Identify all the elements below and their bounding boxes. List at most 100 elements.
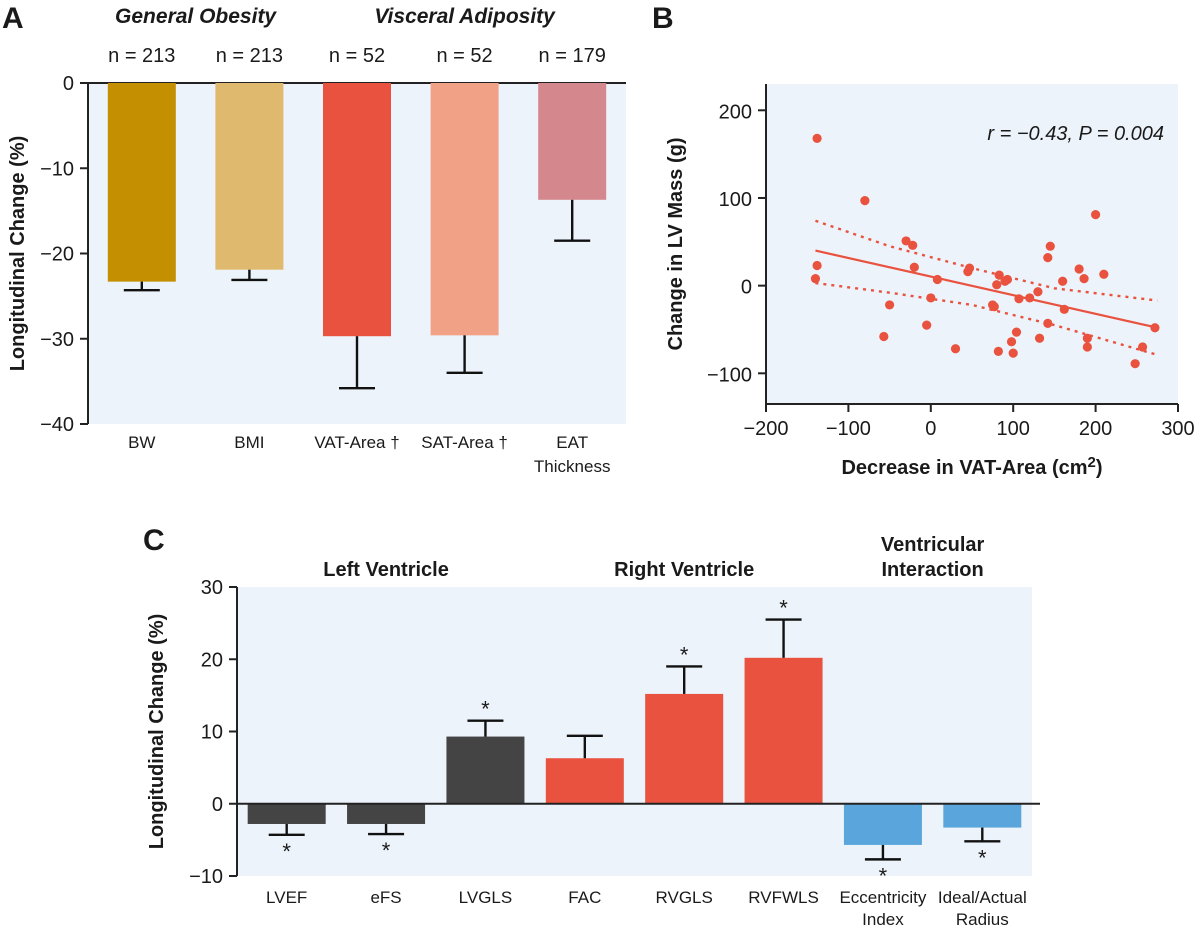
panel-b-data-point (1033, 287, 1043, 297)
panel-b-x-tick-label: 0 (925, 418, 936, 440)
panel-c-y-tick-label: 30 (201, 577, 223, 599)
panel-c-bar (446, 736, 525, 804)
panel-c-significance-marker: * (879, 863, 888, 888)
panel-b-correlation-annotation: r = −0.43, P = 0.004 (987, 123, 1164, 145)
panel-b-regression-line (815, 249, 1158, 329)
panel-c-category-label: FAC (568, 888, 601, 907)
panel-c-category-label: Radius (956, 910, 1009, 929)
panel-c-significance-marker: * (481, 697, 490, 722)
panel-c-category-label: RVFWLS (748, 888, 819, 907)
panel-label-c: C (143, 524, 165, 557)
panel-c-y-tick-label: 0 (212, 794, 223, 816)
panel-b-data-point (926, 293, 936, 303)
panel-c-category-label: Ideal/Actual (938, 888, 1027, 907)
panel-a-sample-size: n = 213 (108, 45, 175, 67)
panel-label-b: B (652, 2, 674, 35)
panel-a-bar (215, 83, 284, 270)
panel-a-sample-size: n = 52 (329, 45, 385, 67)
panel-b-data-point (1130, 359, 1140, 369)
panel-b-data-point (922, 320, 932, 330)
panel-c-bar (843, 803, 922, 845)
panel-a-y-axis-title: Longitudinal Change (%) (7, 136, 29, 372)
panel-c-bar (744, 657, 823, 804)
panel-b-data-point (1082, 342, 1092, 352)
panel-b-data-point (964, 263, 975, 273)
panel-a-y-tick-label: −10 (40, 158, 74, 180)
panel-a-group-label: Visceral Adiposity (374, 5, 556, 28)
panel-a-y-tick-label: −20 (40, 244, 74, 266)
panel-b-data-point (1014, 294, 1024, 304)
panel-c-bar (347, 803, 426, 824)
panel-b-data-point (901, 236, 911, 246)
panel-c-group-label: Interaction (882, 559, 984, 581)
panel-b-x-tick-label: 300 (1161, 418, 1194, 440)
panel-c-significance-marker: * (382, 838, 391, 863)
panel-c-bar (943, 803, 1022, 828)
panel-b-data-point (812, 133, 822, 143)
panel-b-scatter-plot: Change in LV Mass (g) Decrease in VAT-Ar… (665, 84, 1195, 479)
panel-b-data-point (1091, 210, 1101, 220)
panel-b-data-point (885, 300, 895, 310)
panel-c-significance-marker: * (282, 839, 291, 864)
panel-a-category-label: BW (128, 433, 155, 452)
panel-b-data-point (860, 196, 870, 206)
panel-a-category-label: Thickness (534, 457, 611, 476)
panel-b-x-tick-label: −100 (826, 418, 871, 440)
panel-c-bar-chart: Longitudinal Change (%) 30 20 10 0 −10 * LVEF *… (146, 534, 1040, 929)
panel-b-y-tick-label: 0 (741, 277, 752, 299)
panel-c-significance-marker: * (680, 642, 689, 667)
panel-c-bar (645, 693, 724, 804)
panel-b-y-tick-label: −100 (707, 364, 752, 386)
panel-c-y-tick-label: 20 (201, 649, 223, 671)
panel-c-category-label: eFS (370, 888, 401, 907)
panel-a-sample-size: n = 213 (216, 45, 283, 67)
panel-c-y-tick-label: 10 (201, 722, 223, 744)
panel-a-y-tick-label: −40 (40, 414, 74, 436)
panel-c-y-tick-label: −10 (189, 866, 223, 888)
panel-b-data-point (1008, 348, 1018, 358)
panel-b-data-point (1137, 342, 1148, 352)
panel-b-data-point (1059, 304, 1069, 314)
panel-c-group-label: Right Ventricle (614, 559, 754, 581)
panel-b-data-point (1150, 323, 1160, 333)
panel-b-data-point (810, 274, 821, 284)
panel-c-category-label: Index (862, 910, 904, 929)
panel-b-data-point (908, 240, 918, 250)
panel-a-category-label: EAT (556, 433, 588, 452)
panel-b-data-point (993, 346, 1003, 356)
panel-c-category-label: LVGLS (459, 888, 513, 907)
panel-b-data-point (1025, 293, 1035, 303)
panel-c-category-label: Eccentricity (839, 888, 926, 907)
panel-b-data-point (992, 280, 1002, 290)
panel-a-sample-size: n = 179 (539, 45, 606, 67)
panel-b-data-point (879, 331, 889, 342)
panel-b-data-point (1082, 333, 1092, 343)
panel-b-x-axis-title: Decrease in VAT-Area (cm2) (841, 454, 1102, 479)
panel-c-category-label: RVGLS (656, 888, 713, 907)
panel-b-data-point (1034, 333, 1045, 343)
panel-b-data-point (909, 262, 919, 272)
panel-c-category-label: LVEF (266, 888, 307, 907)
panel-c-group-label: Ventricular (881, 534, 985, 556)
panel-c-y-axis-title: Longitudinal Change (%) (146, 614, 168, 850)
panel-a-y-tick-label: 0 (63, 73, 74, 95)
panel-a-y-tick-label: −30 (40, 329, 74, 351)
panel-label-a: A (2, 2, 24, 35)
panel-c-significance-marker: * (779, 596, 788, 621)
panel-b-data-point (932, 274, 942, 285)
panel-a-bar (107, 83, 176, 282)
panel-b-x-tick-label: 200 (1079, 418, 1112, 440)
panel-a-category-label: VAT-Area † (314, 433, 399, 452)
panel-b-data-point (1099, 269, 1109, 279)
panel-a-group-label: General Obesity (115, 5, 277, 28)
panel-b-data-point (812, 260, 822, 271)
panel-b-data-point (1002, 274, 1013, 285)
panel-b-x-tick-label: 100 (997, 418, 1030, 440)
panel-b-data-point (994, 270, 1004, 280)
panel-b-confidence-lower (815, 281, 1158, 357)
panel-c-bar (545, 758, 624, 804)
panel-a-bar (323, 83, 391, 337)
panel-b-data-point (1079, 274, 1089, 284)
panel-b-data-point (1045, 241, 1055, 251)
